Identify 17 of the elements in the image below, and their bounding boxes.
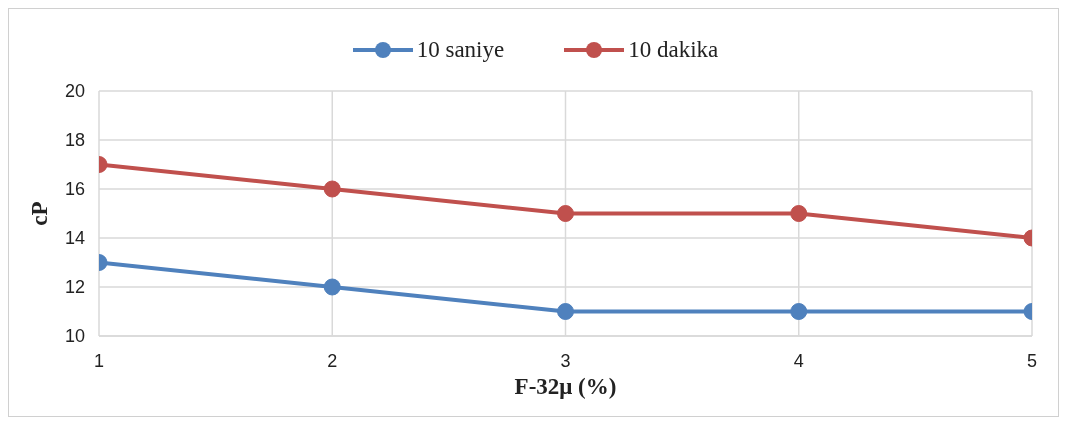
y-tick-label: 20 bbox=[64, 81, 85, 102]
point bbox=[557, 303, 574, 320]
y-tick-label: 12 bbox=[64, 277, 85, 298]
y-tick-label: 10 bbox=[64, 326, 85, 347]
legend-label: 10 saniye bbox=[416, 37, 505, 63]
x-tick-label: 3 bbox=[560, 350, 571, 371]
x-tick-label: 1 bbox=[93, 350, 105, 371]
x-tick-label: 4 bbox=[793, 350, 804, 371]
y-axis-title: cP bbox=[27, 201, 53, 226]
y-tick-label: 16 bbox=[64, 179, 85, 200]
x-tick-label: 5 bbox=[1026, 350, 1038, 371]
y-tick-label: 14 bbox=[64, 228, 85, 249]
x-tick-label: 2 bbox=[327, 350, 338, 371]
point bbox=[557, 205, 574, 222]
y-tick-label: 18 bbox=[64, 130, 85, 151]
x-axis-title: F-32μ (%) bbox=[514, 374, 617, 399]
legend-label: 10 dakika bbox=[628, 37, 719, 63]
